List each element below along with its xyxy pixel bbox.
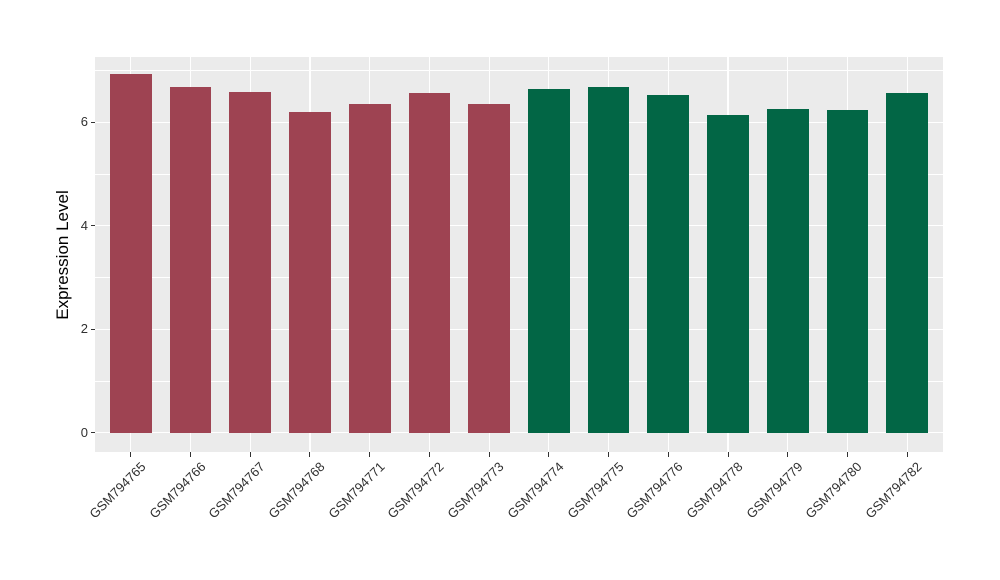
x-tick-label: GSM794775	[563, 459, 627, 522]
x-tick-mark	[667, 452, 669, 457]
x-tick-mark	[428, 452, 430, 457]
y-tick-mark	[90, 328, 95, 330]
x-tick-mark	[846, 452, 848, 457]
x-tick-mark	[369, 452, 371, 457]
x-tick-mark	[130, 452, 132, 457]
x-tick-label: GSM794765	[86, 459, 149, 522]
gridline-horizontal-major	[95, 225, 943, 227]
x-tick-label: GSM794782	[862, 459, 925, 522]
x-tick-label: GSM794768	[265, 459, 328, 522]
gridline-horizontal-minor	[95, 70, 943, 71]
bar-GSM794768	[289, 112, 331, 433]
x-tick-label: GSM794774	[504, 459, 567, 522]
x-tick-label: GSM794767	[205, 459, 268, 522]
gridline-horizontal-minor	[95, 173, 943, 175]
bar-GSM794771	[348, 103, 391, 433]
gridline-horizontal-major	[95, 121, 943, 123]
y-tick-mark	[90, 432, 95, 434]
gridline-horizontal-minor	[95, 277, 943, 278]
y-tick-mark	[90, 121, 95, 123]
bar-GSM794779	[766, 109, 809, 433]
y-axis-title: Expression Level	[53, 190, 72, 320]
x-tick-mark	[190, 452, 192, 457]
x-tick-label: GSM794776	[623, 459, 686, 522]
y-tick-label: 0	[80, 424, 88, 440]
x-tick-mark	[309, 452, 311, 457]
x-tick-mark	[727, 452, 729, 457]
y-tick-mark	[90, 225, 95, 227]
plot-panel	[95, 57, 943, 452]
x-tick-label: GSM794780	[802, 459, 866, 522]
bar-GSM794774	[527, 88, 570, 433]
x-tick-label: GSM794766	[145, 459, 209, 522]
x-tick-mark	[249, 452, 251, 457]
x-tick-label: GSM794771	[325, 459, 388, 522]
bar-GSM794775	[587, 87, 630, 433]
bar-GSM794780	[826, 110, 869, 433]
bar-GSM794766	[169, 87, 212, 433]
x-tick-label: GSM794772	[384, 459, 448, 522]
gridline-horizontal-minor	[95, 380, 943, 382]
x-tick-label: GSM794778	[683, 459, 746, 522]
bar-GSM794767	[229, 92, 272, 433]
x-tick-mark	[787, 452, 789, 457]
x-tick-mark	[548, 452, 550, 457]
x-tick-mark	[488, 452, 490, 457]
y-tick-label: 4	[80, 217, 88, 233]
bar-GSM794776	[647, 95, 690, 433]
bar-GSM794782	[886, 92, 929, 433]
bar-GSM794778	[707, 115, 749, 433]
gridline-horizontal-major	[95, 432, 943, 434]
bar-GSM794765	[109, 74, 152, 433]
gridline-horizontal-major	[95, 328, 943, 330]
x-tick-mark	[608, 452, 610, 457]
y-tick-label: 2	[80, 321, 88, 337]
y-tick-label: 6	[80, 114, 88, 130]
bar-GSM794772	[408, 93, 451, 433]
x-tick-mark	[906, 452, 908, 457]
x-tick-label: GSM794779	[743, 459, 806, 522]
bar-GSM794773	[468, 104, 511, 433]
x-tick-label: GSM794773	[444, 459, 507, 522]
